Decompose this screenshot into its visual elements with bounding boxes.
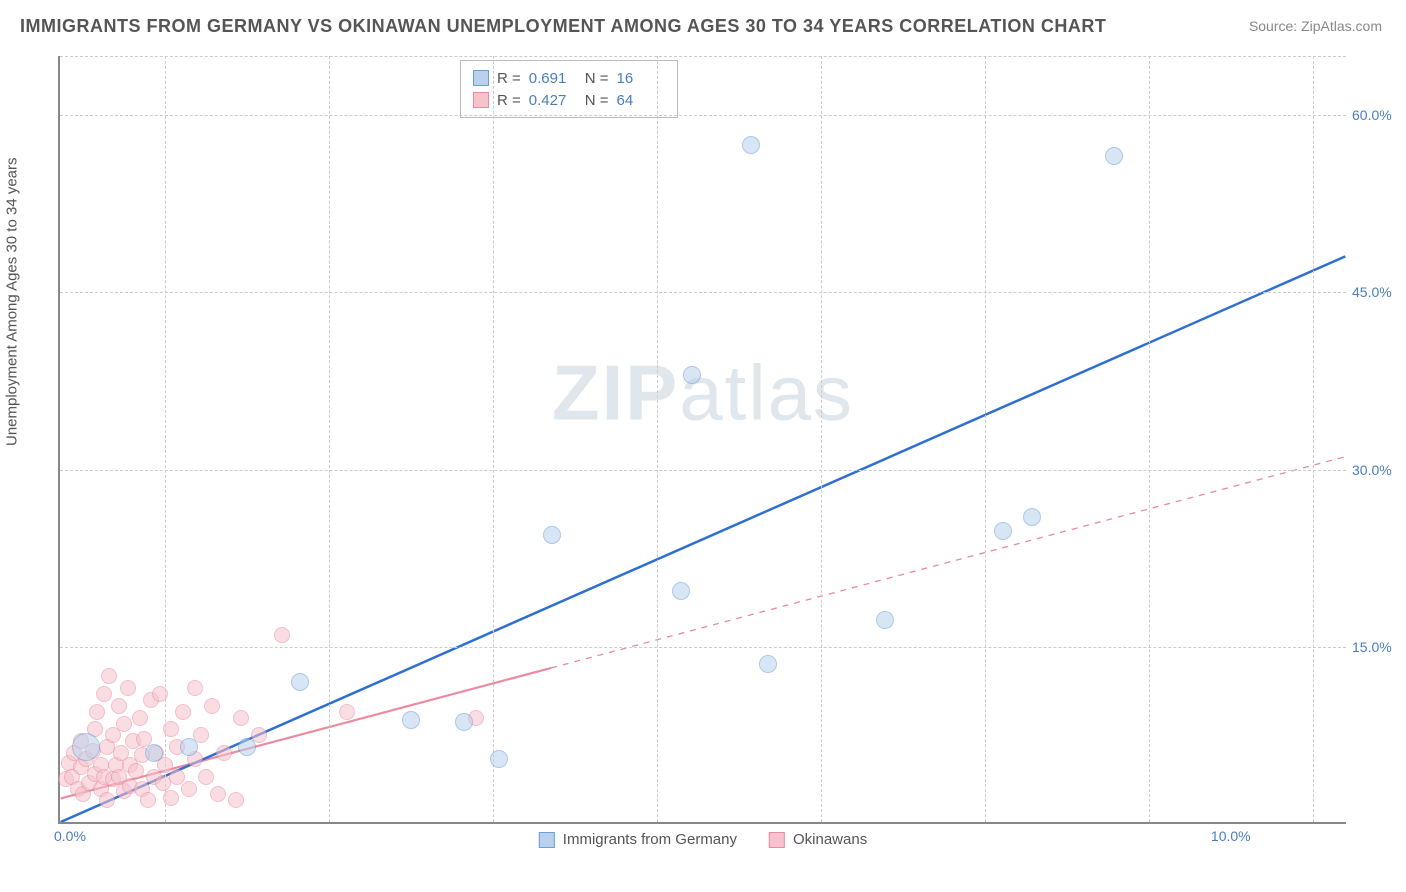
- scatter-point: [145, 744, 163, 762]
- scatter-point: [175, 704, 191, 720]
- scatter-point: [455, 713, 473, 731]
- legend-r-label: R =: [497, 70, 521, 87]
- scatter-point: [291, 673, 309, 691]
- scatter-point: [683, 366, 701, 384]
- x-tick-label: 10.0%: [1211, 828, 1251, 844]
- gridline-vertical: [821, 56, 822, 822]
- gridline-vertical: [329, 56, 330, 822]
- gridline-vertical: [1313, 56, 1314, 822]
- scatter-point: [1105, 147, 1123, 165]
- scatter-point: [111, 698, 127, 714]
- scatter-point: [163, 790, 179, 806]
- legend-n-label: N =: [585, 70, 609, 87]
- scatter-point: [116, 716, 132, 732]
- scatter-point: [876, 611, 894, 629]
- scatter-point: [216, 745, 232, 761]
- gridline-vertical: [493, 56, 494, 822]
- scatter-point: [89, 704, 105, 720]
- legend-r-label: R =: [497, 92, 521, 109]
- scatter-point: [759, 655, 777, 673]
- scatter-point: [339, 704, 355, 720]
- y-axis-label: Unemployment Among Ages 30 to 34 years: [4, 157, 21, 446]
- legend-item: Immigrants from Germany: [539, 831, 737, 848]
- scatter-point: [204, 698, 220, 714]
- legend-swatch: [539, 832, 555, 848]
- gridline-vertical: [985, 56, 986, 822]
- plot-area: ZIPatlas R =0.691N =16R =0.427N =64 Immi…: [58, 56, 1346, 824]
- y-tick-label: 15.0%: [1352, 639, 1404, 655]
- legend-n-label: N =: [585, 92, 609, 109]
- trend-lines-layer: [60, 56, 1346, 822]
- scatter-point: [180, 738, 198, 756]
- trend-line-extrapolated: [551, 457, 1345, 668]
- legend-item: Okinawans: [769, 831, 867, 848]
- scatter-point: [128, 763, 144, 779]
- scatter-point: [181, 781, 197, 797]
- scatter-point: [72, 733, 100, 761]
- scatter-point: [490, 750, 508, 768]
- legend-row: R =0.427N =64: [473, 89, 665, 111]
- legend-label: Immigrants from Germany: [563, 831, 737, 848]
- scatter-point: [233, 710, 249, 726]
- legend-swatch: [473, 70, 489, 86]
- y-tick-label: 45.0%: [1352, 284, 1404, 300]
- scatter-point: [132, 710, 148, 726]
- gridline-horizontal: [60, 56, 1346, 57]
- source-attribution: Source: ZipAtlas.com: [1249, 18, 1382, 34]
- gridline-horizontal: [60, 115, 1346, 116]
- scatter-point: [238, 738, 256, 756]
- watermark: ZIPatlas: [552, 348, 854, 439]
- gridline-horizontal: [60, 292, 1346, 293]
- scatter-point: [228, 792, 244, 808]
- legend-r-value: 0.691: [529, 70, 577, 87]
- legend-r-value: 0.427: [529, 92, 577, 109]
- scatter-point: [210, 786, 226, 802]
- gridline-vertical: [657, 56, 658, 822]
- scatter-point: [105, 727, 121, 743]
- scatter-point: [152, 686, 168, 702]
- scatter-point: [120, 680, 136, 696]
- gridline-vertical: [165, 56, 166, 822]
- scatter-point: [742, 136, 760, 154]
- series-legend: Immigrants from Germany Okinawans: [539, 831, 867, 848]
- x-tick-label: 0.0%: [54, 828, 86, 844]
- legend-swatch: [473, 92, 489, 108]
- scatter-point: [163, 721, 179, 737]
- scatter-point: [274, 627, 290, 643]
- scatter-point: [994, 522, 1012, 540]
- scatter-point: [140, 792, 156, 808]
- scatter-point: [543, 526, 561, 544]
- scatter-point: [101, 668, 117, 684]
- scatter-point: [402, 711, 420, 729]
- y-tick-label: 60.0%: [1352, 107, 1404, 123]
- gridline-vertical: [1149, 56, 1150, 822]
- chart-title: IMMIGRANTS FROM GERMANY VS OKINAWAN UNEM…: [20, 16, 1106, 37]
- gridline-horizontal: [60, 470, 1346, 471]
- scatter-point: [672, 582, 690, 600]
- chart-container: IMMIGRANTS FROM GERMANY VS OKINAWAN UNEM…: [0, 0, 1406, 892]
- gridline-horizontal: [60, 647, 1346, 648]
- legend-swatch: [769, 832, 785, 848]
- y-tick-label: 30.0%: [1352, 462, 1404, 478]
- legend-label: Okinawans: [793, 831, 867, 848]
- legend-row: R =0.691N =16: [473, 67, 665, 89]
- scatter-point: [96, 686, 112, 702]
- scatter-point: [187, 680, 203, 696]
- scatter-point: [99, 792, 115, 808]
- scatter-point: [1023, 508, 1041, 526]
- scatter-point: [198, 769, 214, 785]
